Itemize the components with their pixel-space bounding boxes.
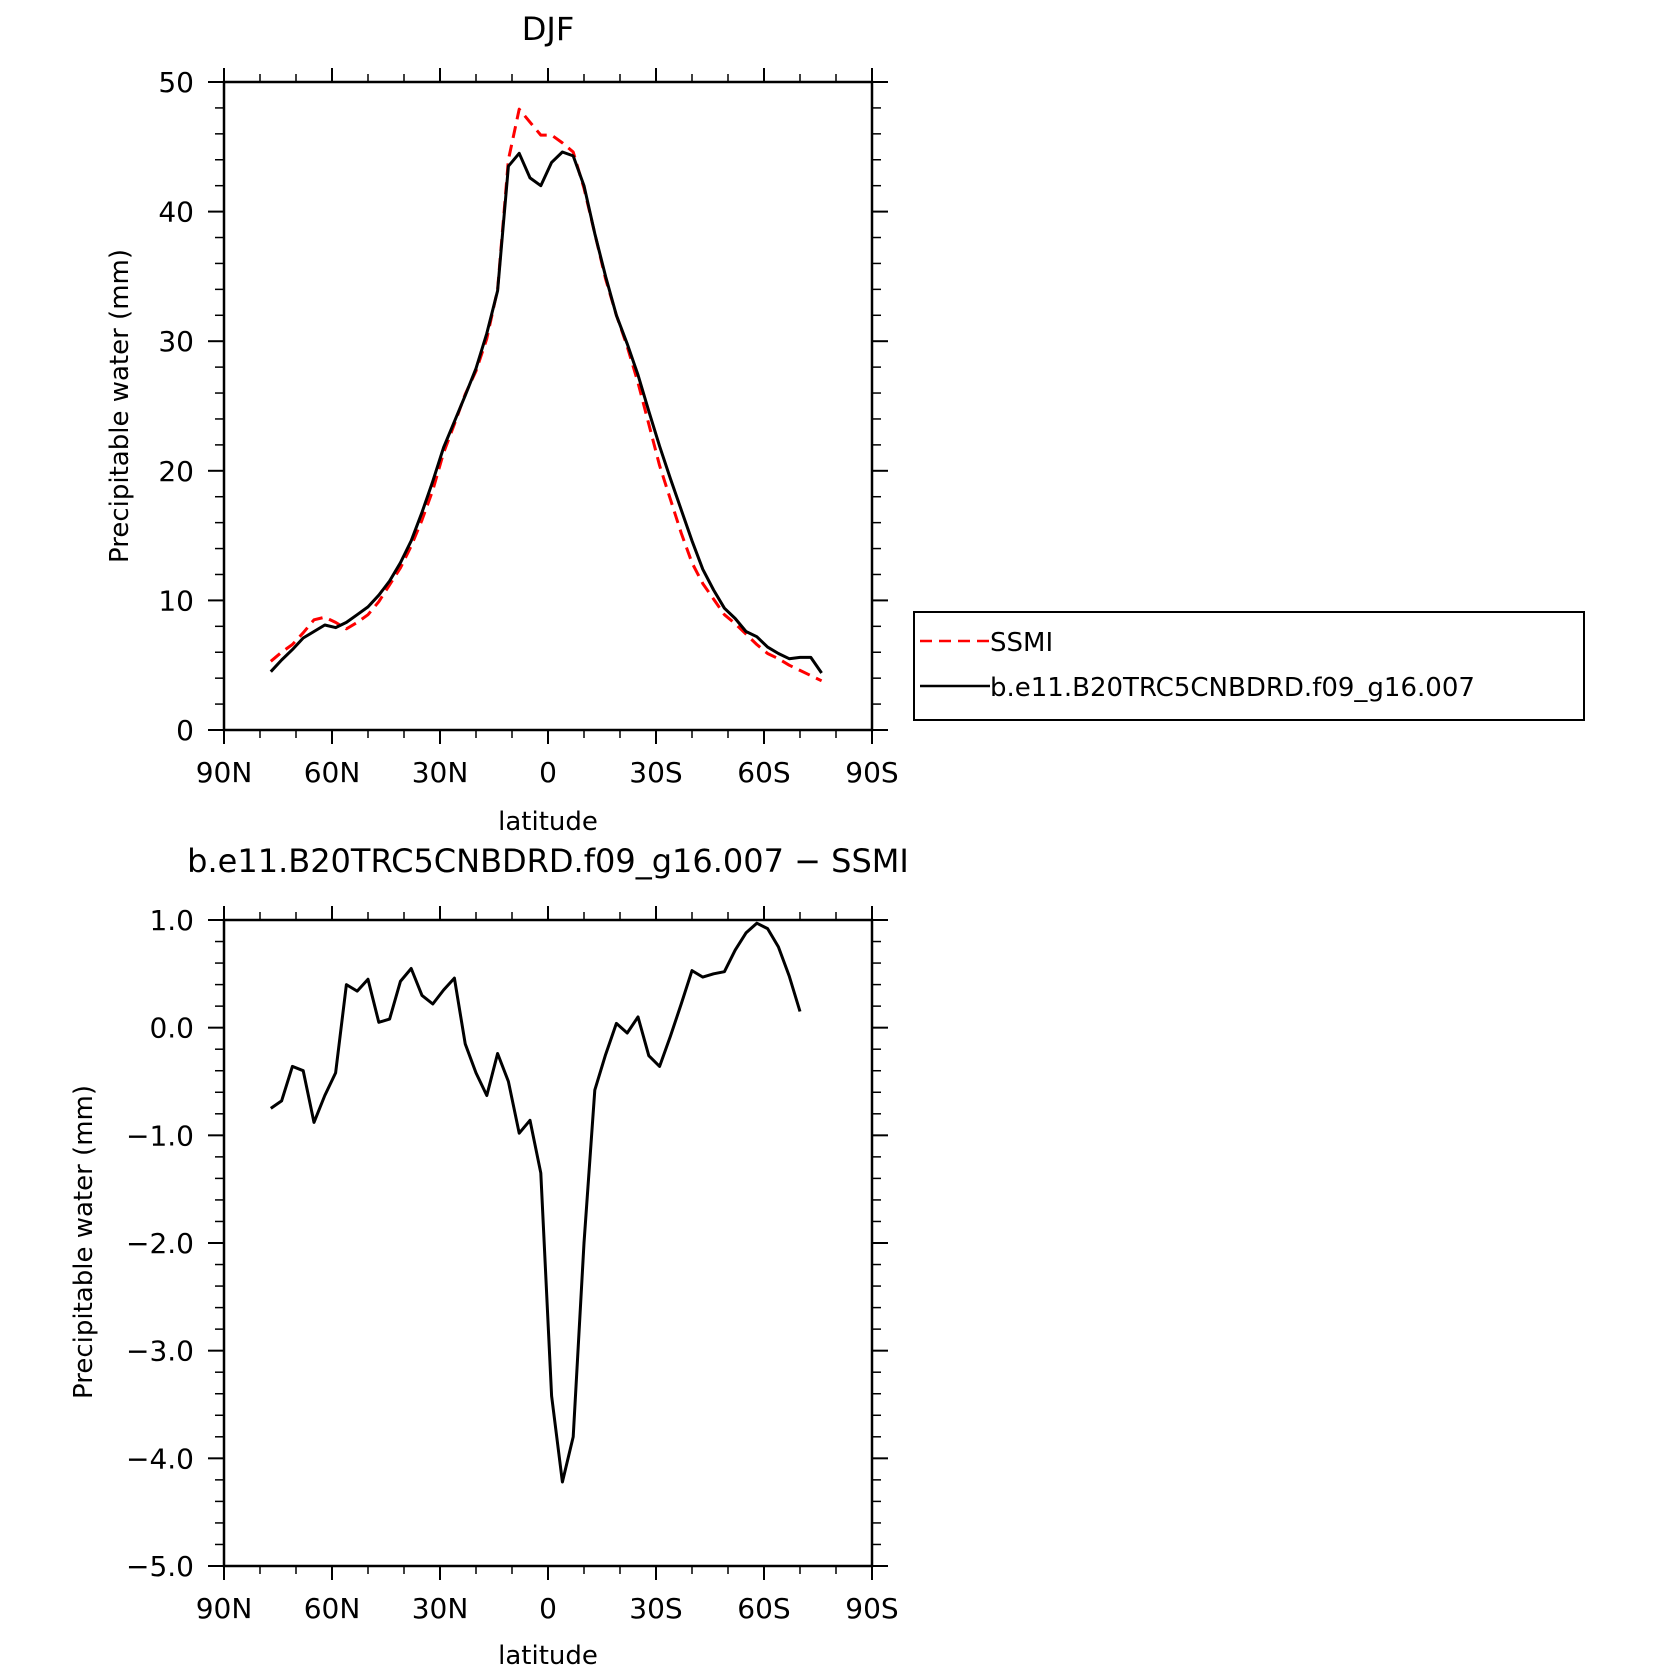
legend-label-ssmi: SSMI — [990, 628, 1053, 658]
y-tick-label: 0.0 — [149, 1012, 194, 1045]
series-line-difference — [269, 921, 802, 1484]
x-tick-label: 30S — [629, 756, 682, 789]
panel-bottom-x-axis-title: latitude — [498, 1641, 598, 1669]
panel-bottom-title: b.e11.B20TRC5CNBDRD.f09_g16.007 − SSMI — [187, 842, 909, 880]
y-tick-label: −5.0 — [126, 1550, 194, 1583]
x-tick-label: 90N — [196, 1592, 253, 1625]
x-tick-label: 60S — [737, 1592, 790, 1625]
panel-bottom-x-tick-labels: 90N 60N 30N 0 30S 60S 90S — [196, 1592, 899, 1625]
panel-top-plot-frame — [222, 80, 874, 732]
panel-bottom-plot-frame — [222, 918, 874, 1568]
y-tick-label: 1.0 — [149, 904, 194, 937]
x-tick-label: 30N — [412, 1592, 469, 1625]
x-tick-label: 0 — [539, 1592, 557, 1625]
series-line-b-e11-b20trc5cnbdrd-f09-g16-007 — [269, 150, 823, 674]
panel-bottom: b.e11.B20TRC5CNBDRD.f09_g16.007 − SSMI 9… — [69, 842, 909, 1669]
panel-top-x-axis-title: latitude — [498, 807, 598, 837]
legend-label-model: b.e11.B20TRC5CNBDRD.f09_g16.007 — [990, 673, 1475, 703]
panel-bottom-y-axis-title: Precipitable water (mm) — [69, 1085, 99, 1399]
y-tick-label: 50 — [158, 66, 194, 99]
panel-bottom-y-tick-labels: 1.0 0.0 −1.0 −2.0 −3.0 −4.0 −5.0 — [126, 904, 194, 1583]
panel-top-ticks — [208, 68, 888, 744]
y-tick-label: 40 — [158, 196, 194, 229]
legend-box — [913, 611, 1585, 721]
x-tick-label: 90S — [845, 1592, 898, 1625]
panel-bottom-series — [269, 921, 802, 1484]
y-tick-label: 10 — [158, 584, 194, 617]
y-tick-label: −1.0 — [126, 1119, 194, 1152]
panel-top-x-tick-labels: 90N 60N 30N 0 30S 60S 90S — [196, 756, 899, 789]
series-line-ssmi — [269, 107, 823, 683]
y-tick-label: −4.0 — [126, 1442, 194, 1475]
x-tick-label: 60N — [304, 1592, 361, 1625]
panel-top-series — [269, 107, 823, 683]
y-tick-label: 30 — [158, 325, 194, 358]
y-tick-label: −2.0 — [126, 1227, 194, 1260]
panel-top-y-tick-labels: 0 10 20 30 40 50 — [158, 66, 194, 747]
x-tick-label: 60N — [304, 756, 361, 789]
x-tick-label: 60S — [737, 756, 790, 789]
y-tick-label: −3.0 — [126, 1335, 194, 1368]
y-tick-label: 20 — [158, 455, 194, 488]
x-tick-label: 90N — [196, 756, 253, 789]
panel-bottom-ticks — [208, 906, 888, 1580]
legend: SSMI b.e11.B20TRC5CNBDRD.f09_g16.007 — [913, 611, 1585, 721]
panel-top: DJF 90N 60N 30N 0 30S 60S 90S 0 10 20 30 40 50 lati… — [105, 10, 899, 837]
x-tick-label: 30S — [629, 1592, 682, 1625]
panel-top-y-axis-title: Precipitable water (mm) — [105, 249, 135, 563]
x-tick-label: 30N — [412, 756, 469, 789]
x-tick-label: 90S — [845, 756, 898, 789]
x-tick-label: 0 — [539, 756, 557, 789]
panel-top-title: DJF — [522, 10, 574, 48]
y-tick-label: 0 — [176, 714, 194, 747]
